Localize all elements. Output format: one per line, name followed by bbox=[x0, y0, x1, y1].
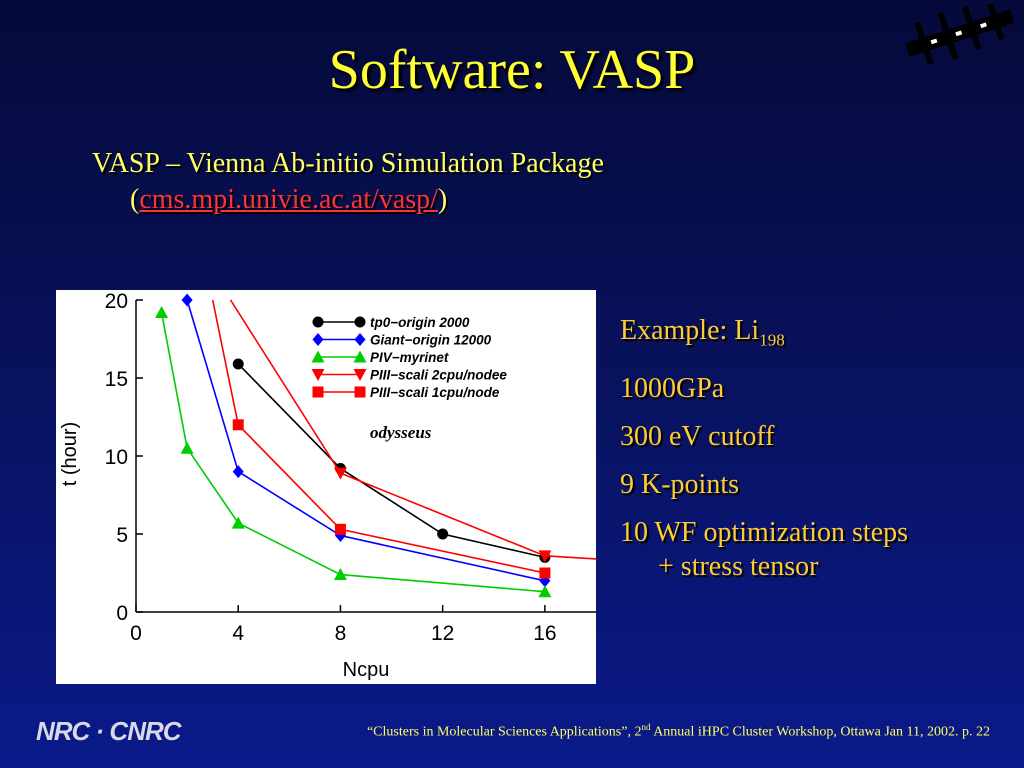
footer: NRC · CNRC “Clusters in Molecular Scienc… bbox=[0, 708, 1024, 758]
nrc-logo: NRC · CNRC bbox=[36, 716, 182, 746]
legend-label: PIII−scali 2cpu/nodee bbox=[370, 368, 507, 383]
citation-post: Annual iHPC Cluster Workshop, Ottawa Jan… bbox=[650, 724, 990, 740]
x-tick-label: 12 bbox=[431, 622, 454, 645]
legend-marker bbox=[353, 369, 367, 381]
series-line bbox=[237, 363, 546, 559]
y-tick-label: 5 bbox=[116, 524, 128, 547]
legend-label: PIV−myrinet bbox=[370, 350, 449, 365]
data-point bbox=[334, 523, 346, 535]
y-tick-label: 20 bbox=[105, 290, 128, 313]
paren-close: ) bbox=[437, 184, 448, 215]
data-point bbox=[155, 305, 169, 318]
data-point bbox=[231, 516, 245, 529]
x-tick-label: 4 bbox=[232, 622, 244, 645]
x-tick-label: 0 bbox=[130, 622, 142, 645]
series-line bbox=[211, 299, 546, 574]
subtitle: VASP – Vienna Ab-initio Simulation Packa… bbox=[92, 146, 604, 218]
data-point bbox=[437, 528, 449, 540]
series-line bbox=[186, 299, 546, 582]
chart-annotation: odysseus bbox=[370, 423, 432, 442]
vasp-link[interactable]: cms.mpi.univie.ac.at/vasp/ bbox=[139, 184, 438, 215]
legend-marker bbox=[311, 350, 325, 363]
series-line bbox=[160, 312, 545, 593]
slide-title: Software: VASP bbox=[328, 39, 696, 101]
data-point bbox=[180, 441, 194, 454]
series-2 bbox=[155, 305, 552, 598]
bullet-list: Example: Li198 1000GPa 300 eV cutoff 9 K… bbox=[620, 314, 908, 584]
x-tick-label: 8 bbox=[335, 622, 347, 645]
legend-marker bbox=[311, 369, 325, 381]
series-3 bbox=[229, 299, 596, 563]
corner-logo bbox=[905, 4, 1015, 64]
series-4 bbox=[211, 299, 551, 579]
data-point bbox=[333, 467, 347, 480]
legend-marker bbox=[312, 386, 324, 398]
legend-marker bbox=[312, 316, 324, 328]
legend-marker bbox=[312, 333, 324, 346]
x-axis-label: Ncpu bbox=[343, 659, 390, 681]
legend-label: tp0−origin 2000 bbox=[370, 315, 470, 330]
bullet-wf-line2: + stress tensor bbox=[658, 550, 819, 582]
paren-open: ( bbox=[130, 184, 140, 215]
data-point bbox=[232, 419, 244, 431]
footer-citation: “Clusters in Molecular Sciences Applicat… bbox=[367, 722, 990, 741]
y-axis-label: t (hour) bbox=[59, 422, 81, 486]
data-point bbox=[232, 465, 244, 479]
subtitle-line1: VASP – Vienna Ab-initio Simulation Packa… bbox=[92, 148, 604, 179]
citation-pre: “Clusters in Molecular Sciences Applicat… bbox=[366, 724, 642, 740]
data-point bbox=[181, 293, 193, 307]
bullet-wf: 10 WF optimization steps + stress tensor bbox=[620, 516, 908, 584]
legend-label: Giant−origin 12000 bbox=[370, 333, 492, 348]
data-point bbox=[538, 585, 552, 598]
y-tick-label: 15 bbox=[105, 368, 128, 391]
y-tick-label: 10 bbox=[105, 446, 128, 469]
example-subscript: 198 bbox=[759, 330, 785, 350]
series-line bbox=[229, 299, 596, 560]
legend-label: PIII−scali 1cpu/node bbox=[370, 385, 500, 400]
citation-sup: nd bbox=[641, 722, 651, 732]
data-point bbox=[232, 358, 244, 370]
subtitle-line2: (cms.mpi.univie.ac.at/vasp/) bbox=[92, 182, 604, 218]
legend-marker bbox=[354, 316, 366, 328]
legend-marker bbox=[354, 333, 366, 346]
data-point bbox=[333, 568, 347, 581]
bullet-pressure: 1000GPa bbox=[620, 372, 725, 404]
timing-chart: 0 4 8 12 16 0 5 10 15 20 tp0−origin 2000 Giant−ori… bbox=[56, 290, 596, 684]
series-1 bbox=[181, 293, 551, 588]
chart-svg: 0 4 8 12 16 0 5 10 15 20 tp0−origin 2000 Giant−ori… bbox=[59, 290, 596, 681]
bullet-wf-line1: 10 WF optimization steps bbox=[620, 516, 909, 548]
bullet-example: Example: Li198 bbox=[620, 314, 908, 358]
legend-marker bbox=[354, 386, 366, 398]
bullet-cutoff: 300 eV cutoff bbox=[620, 420, 775, 452]
legend-marker bbox=[353, 350, 367, 363]
y-tick-label: 0 bbox=[116, 602, 128, 625]
data-point bbox=[539, 567, 551, 579]
x-tick-label: 16 bbox=[533, 622, 556, 645]
bullet-kpoints: 9 K-points bbox=[620, 468, 739, 500]
data-point bbox=[538, 550, 552, 563]
example-label: Example: Li bbox=[620, 315, 760, 346]
